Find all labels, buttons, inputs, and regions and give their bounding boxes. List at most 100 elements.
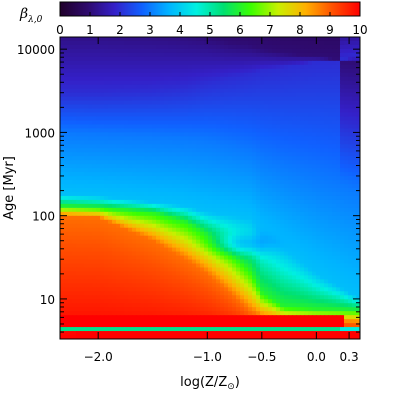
heatmap-cell [328,279,333,284]
heatmap-cell [344,188,349,193]
heatmap-cell [324,188,329,193]
heatmap-cell [208,195,213,201]
heatmap-cell [136,64,141,70]
heatmap-cell [112,199,117,205]
heatmap-cell [352,219,357,225]
heatmap-cell [164,239,169,245]
heatmap-cell [200,191,205,197]
heatmap-cell [224,80,229,86]
heatmap-cell [124,104,129,110]
heatmap-cell [236,188,241,193]
heatmap-cell [232,156,237,161]
heatmap-cell [236,219,241,225]
heatmap-cell [204,100,209,106]
heatmap-cell [348,188,353,193]
heatmap-cell [84,176,89,181]
heatmap-cell [152,180,157,185]
heatmap-cell [304,195,309,201]
heatmap-cell [104,172,109,177]
heatmap-cell [192,116,197,122]
heatmap-cell [288,80,293,86]
heatmap-cell [292,44,297,50]
heatmap-cell [140,235,145,241]
heatmap-cell [224,148,229,153]
heatmap-cell [76,152,81,157]
heatmap-cell [100,275,105,280]
heatmap-cell [280,160,285,165]
heatmap-cell [184,172,189,177]
heatmap-cell [204,211,209,217]
heatmap-cell [148,37,153,42]
heatmap-cell [316,271,321,277]
heatmap-cell [108,299,113,304]
heatmap-cell [212,164,217,169]
heatmap-cell [256,100,261,106]
heatmap-cell [132,88,137,94]
heatmap-cell [76,184,81,189]
heatmap-cell [116,156,121,161]
heatmap-cell [336,80,341,86]
heatmap-cell [244,247,249,253]
heatmap-cell [200,227,205,233]
heatmap-cell [184,275,189,280]
heatmap-cell [228,168,233,173]
heatmap-cell [324,104,329,110]
heatmap-cell [192,136,197,141]
heatmap-cell [216,263,221,269]
heatmap-cell [184,60,189,66]
heatmap-cell [312,72,317,78]
heatmap-cell [104,136,109,141]
heatmap-cell [312,275,317,280]
heatmap-cell [324,112,329,118]
heatmap-cell [356,37,360,42]
heatmap-cell [112,40,117,46]
heatmap-cell [92,195,97,201]
heatmap-cell [348,112,353,118]
heatmap-cell [288,263,293,269]
heatmap-cell [196,243,201,249]
heatmap-cell [316,132,321,137]
heatmap-cell [268,108,273,114]
heatmap-cell [164,108,169,114]
heatmap-cell [64,148,69,153]
heatmap-cell [320,96,325,102]
heatmap-cell [120,223,125,229]
heatmap-cell [344,267,349,273]
heatmap-cell [308,72,313,78]
heatmap-cell [320,247,325,253]
heatmap-cell [64,259,69,265]
heatmap-cell [340,136,345,141]
heatmap-cell [144,235,149,241]
heatmap-cell [128,156,133,161]
heatmap-cell [96,188,101,193]
heatmap-cell [164,60,169,66]
heatmap-cell [100,188,105,193]
heatmap-cell [332,215,337,221]
heatmap-cell [348,40,353,46]
heatmap-cell [268,52,273,58]
heatmap-cell [232,48,237,54]
heatmap-cell [104,144,109,149]
heatmap-cell [280,104,285,110]
heatmap-cell [124,231,129,237]
heatmap-cell [268,267,273,273]
heatmap-cell [340,247,345,253]
heatmap-cell [204,37,209,42]
heatmap-cell [216,40,221,46]
heatmap-cell [112,80,117,86]
heatmap-cell [176,283,181,288]
heatmap-cell [192,251,197,257]
heatmap-cell [192,195,197,201]
heatmap-cell [312,203,317,209]
heatmap-cell [88,271,93,277]
heatmap-cell [92,223,97,229]
heatmap-cell [160,144,165,149]
heatmap-cell [332,116,337,122]
heatmap-cell [316,243,321,249]
heatmap-cell [144,271,149,277]
heatmap-cell [200,219,205,225]
heatmap-cell [248,76,253,82]
heatmap-cell [324,219,329,225]
heatmap-cell [228,68,233,74]
heatmap-cell [248,275,253,280]
